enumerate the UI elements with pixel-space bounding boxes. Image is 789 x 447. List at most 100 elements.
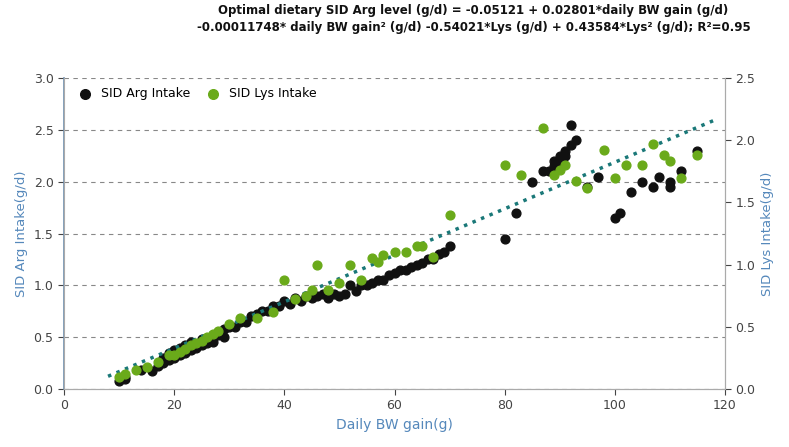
SID Lys Intake [129, 367, 142, 374]
SID Lys Intake [658, 152, 671, 159]
SID Arg Intake [289, 294, 301, 301]
SID Arg Intake [542, 168, 555, 175]
SID Arg Intake [410, 261, 423, 268]
SID Arg Intake [553, 152, 566, 160]
SID Lys Intake [113, 373, 125, 380]
SID Arg Intake [256, 308, 268, 315]
SID Arg Intake [305, 294, 318, 301]
SID Arg Intake [647, 183, 660, 190]
SID Arg Intake [438, 249, 451, 256]
SID Lys Intake [179, 346, 192, 353]
SID Arg Intake [559, 147, 571, 154]
SID Arg Intake [383, 271, 395, 278]
SID Arg Intake [196, 342, 208, 349]
SID Arg Intake [548, 163, 560, 170]
SID Arg Intake [212, 329, 225, 336]
SID Lys Intake [619, 162, 632, 169]
SID Arg Intake [267, 303, 279, 310]
SID Lys Intake [190, 339, 203, 346]
SID Arg Intake [559, 152, 571, 160]
SID Arg Intake [388, 270, 401, 277]
SID Arg Intake [416, 259, 428, 266]
SID Arg Intake [207, 333, 219, 341]
SID Arg Intake [344, 282, 357, 289]
SID Lys Intake [691, 152, 704, 159]
SID Lys Intake [300, 292, 312, 299]
SID Arg Intake [608, 215, 621, 222]
SID Arg Intake [146, 368, 159, 375]
SID Arg Intake [432, 251, 445, 258]
SID Arg Intake [421, 256, 434, 263]
SID Lys Intake [499, 162, 511, 169]
SID Lys Intake [647, 140, 660, 148]
SID Arg Intake [163, 356, 175, 363]
SID Arg Intake [443, 242, 456, 249]
SID Arg Intake [157, 359, 170, 367]
SID Lys Intake [410, 242, 423, 249]
SID Arg Intake [653, 173, 665, 180]
SID Arg Intake [239, 318, 252, 325]
SID Arg Intake [174, 344, 186, 351]
SID Arg Intake [229, 323, 241, 330]
SID Lys Intake [581, 184, 593, 191]
SID Arg Intake [190, 344, 203, 351]
SID Lys Intake [223, 321, 236, 328]
SID Lys Intake [366, 255, 379, 262]
SID Arg Intake [118, 373, 131, 380]
SID Arg Intake [675, 168, 687, 175]
SID Lys Intake [515, 172, 528, 179]
SID Lys Intake [207, 331, 219, 338]
SID Arg Intake [355, 282, 368, 289]
SID Arg Intake [113, 377, 125, 384]
SID Arg Intake [338, 290, 351, 297]
SID Lys Intake [311, 261, 323, 268]
SID Arg Intake [564, 121, 577, 128]
SID Lys Intake [333, 280, 346, 287]
SID Lys Intake [344, 261, 357, 268]
SID Lys Intake [664, 158, 676, 165]
SID Arg Intake [399, 266, 412, 274]
SID Lys Intake [168, 352, 181, 359]
SID Arg Intake [135, 367, 148, 374]
SID Arg Intake [168, 354, 181, 362]
SID Lys Intake [174, 348, 186, 355]
Text: Optimal dietary SID Arg level (g/d) = -0.05121 + 0.02801*daily BW gain (g/d)
-0.: Optimal dietary SID Arg level (g/d) = -0… [196, 4, 750, 34]
SID Arg Intake [322, 294, 335, 301]
Legend: SID Arg Intake, SID Lys Intake: SID Arg Intake, SID Lys Intake [70, 84, 320, 102]
SID Arg Intake [664, 183, 676, 190]
SID Arg Intake [272, 303, 285, 310]
SID Arg Intake [691, 147, 704, 154]
SID Arg Intake [179, 349, 192, 356]
SID Arg Intake [427, 256, 439, 263]
SID Lys Intake [427, 253, 439, 261]
SID Arg Intake [526, 178, 539, 186]
SID Arg Intake [223, 323, 236, 330]
SID Arg Intake [510, 209, 522, 216]
SID Arg Intake [327, 290, 340, 297]
SID Arg Intake [179, 342, 192, 349]
SID Arg Intake [234, 318, 247, 325]
SID Arg Intake [201, 337, 214, 344]
SID Arg Intake [174, 351, 186, 358]
SID Arg Intake [570, 137, 582, 144]
Y-axis label: SID Arg Intake(g/d): SID Arg Intake(g/d) [15, 170, 28, 297]
SID Arg Intake [218, 333, 230, 341]
SID Arg Intake [537, 168, 550, 175]
SID Arg Intake [592, 173, 604, 180]
SID Arg Intake [636, 178, 649, 186]
SID Lys Intake [234, 315, 247, 322]
SID Arg Intake [190, 341, 203, 348]
SID Lys Intake [163, 352, 175, 359]
SID Arg Intake [405, 263, 417, 270]
SID Arg Intake [316, 290, 329, 297]
SID Arg Intake [564, 142, 577, 149]
SID Lys Intake [570, 178, 582, 185]
SID Lys Intake [196, 337, 208, 344]
Y-axis label: SID Lys Intake(g/d): SID Lys Intake(g/d) [761, 171, 774, 296]
SID Lys Intake [597, 147, 610, 154]
SID Arg Intake [278, 297, 290, 304]
SID Lys Intake [377, 251, 390, 258]
SID Lys Intake [212, 327, 225, 334]
SID Lys Intake [443, 211, 456, 219]
SID Lys Intake [305, 286, 318, 293]
